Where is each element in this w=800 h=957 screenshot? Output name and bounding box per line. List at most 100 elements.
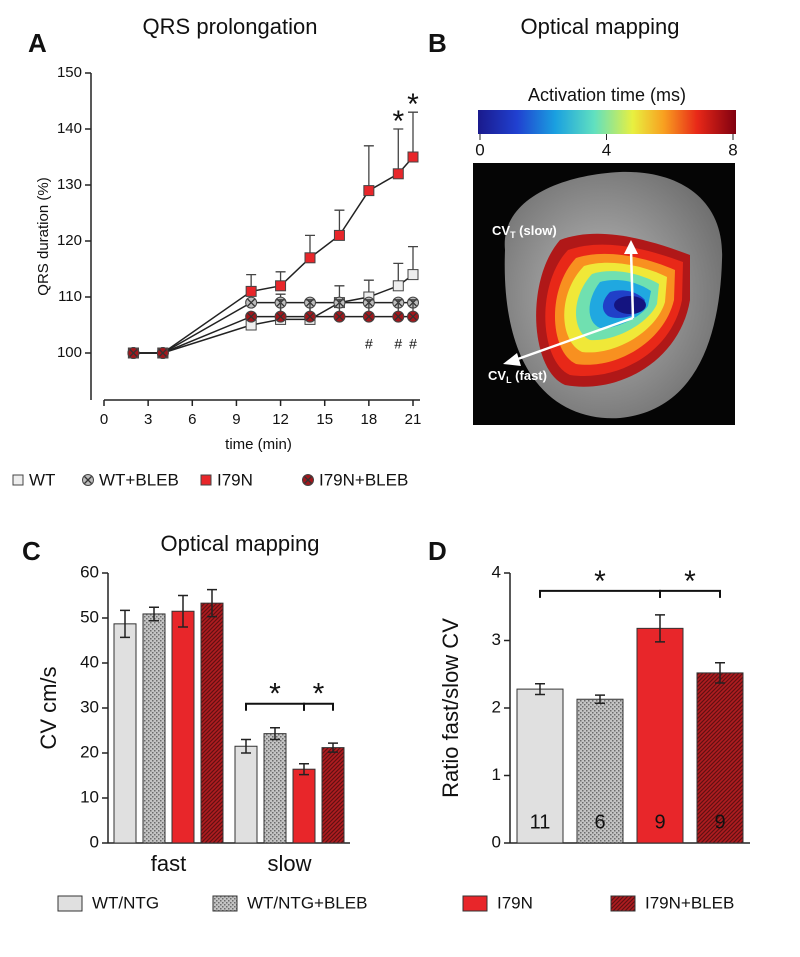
marker-cross — [129, 349, 138, 357]
error-bar — [270, 727, 280, 741]
y-tick-label: 10 — [80, 787, 99, 806]
legend-swatch — [610, 895, 636, 912]
colorbar-tick-label: 8 — [728, 140, 737, 159]
arrow-label-text: CV — [488, 368, 506, 383]
bar — [321, 747, 345, 844]
y-tick-label: 50 — [80, 607, 99, 626]
annotation: # — [409, 335, 417, 351]
marker-cross — [364, 312, 373, 321]
legend-label: I79N — [217, 470, 253, 489]
arrow-label: CVL (fast) — [488, 368, 547, 385]
arrow-label-suffix: (slow) — [516, 223, 557, 238]
x-tick-label: 3 — [144, 411, 152, 428]
series — [127, 299, 419, 359]
n-label: 11 — [530, 811, 551, 833]
error-bar — [120, 609, 130, 639]
colorbar-tick-label: 0 — [475, 140, 484, 159]
marker-cross — [84, 476, 92, 484]
x-tick-label: slow — [267, 851, 311, 876]
y-tick-label: 120 — [57, 232, 82, 249]
significance-label: * — [269, 678, 281, 711]
marker-cross — [335, 312, 344, 321]
y-tick-label: 0 — [90, 832, 99, 851]
annotation: * — [392, 105, 404, 138]
colorbar-label: Activation time (ms) — [528, 85, 686, 105]
bar — [142, 613, 166, 844]
error-bar — [393, 128, 404, 174]
bar — [292, 768, 316, 844]
y-axis-label: Ratio fast/slow CV — [438, 618, 463, 798]
y-tick-label: 100 — [57, 344, 82, 361]
significance-bracket — [659, 589, 721, 598]
significance-label: * — [684, 565, 696, 598]
marker-cross — [247, 312, 256, 321]
error-bar — [595, 694, 605, 705]
bar — [113, 623, 137, 844]
y-tick-label: 4 — [492, 562, 501, 581]
y-tick-label: 20 — [80, 742, 99, 761]
legend-label: I79N — [497, 893, 533, 912]
y-tick-label: 0 — [492, 832, 501, 851]
arrow-label-suffix: (fast) — [512, 368, 547, 383]
legend-label: I79N+BLEB — [319, 470, 408, 489]
marker — [363, 185, 375, 197]
y-tick-label: 130 — [57, 176, 82, 193]
marker-cross — [247, 298, 256, 307]
y-tick-label: 1 — [492, 765, 501, 784]
n-label: 9 — [654, 811, 665, 833]
error-bar — [655, 614, 665, 643]
arrow-label: CVT (slow) — [492, 223, 557, 240]
annotation: * — [407, 88, 419, 121]
bar — [171, 610, 195, 844]
x-tick-label: 21 — [405, 411, 422, 428]
error-bar — [241, 738, 251, 754]
marker-cross — [276, 312, 285, 321]
error-bar — [178, 594, 188, 628]
optical-map-image — [473, 163, 735, 425]
legend-label: WT+BLEB — [99, 470, 179, 489]
marker — [200, 474, 212, 486]
bar — [516, 688, 564, 844]
bar — [636, 627, 684, 844]
error-bar — [363, 145, 374, 191]
marker — [407, 151, 419, 163]
error-bar — [149, 606, 159, 622]
y-tick-label: 60 — [80, 562, 99, 581]
x-tick-label: 9 — [232, 411, 240, 428]
chart-title: QRS prolongation — [143, 14, 318, 39]
bar — [576, 698, 624, 844]
legend-swatch — [57, 895, 83, 912]
n-label: 6 — [594, 811, 605, 833]
x-tick-label: fast — [151, 851, 186, 876]
y-axis-label: CV cm/s — [36, 666, 61, 749]
panel-letter: B — [428, 28, 447, 58]
annotation: # — [394, 335, 402, 351]
marker-cross — [394, 312, 403, 321]
y-tick-label: 140 — [57, 120, 82, 137]
y-tick-label: 40 — [80, 652, 99, 671]
marker — [304, 252, 316, 264]
y-tick-label: 30 — [80, 697, 99, 716]
error-bar — [328, 742, 338, 753]
y-axis-label: QRS duration (%) — [35, 177, 52, 295]
error-bar — [299, 763, 309, 776]
colorbar-tick-label: 4 — [602, 140, 611, 159]
marker-cross — [158, 349, 167, 357]
arrow-label-sub: T — [510, 230, 516, 240]
x-tick-label: 15 — [316, 411, 333, 428]
panel-letter: A — [28, 28, 47, 58]
legend-swatch — [462, 895, 488, 912]
y-tick-label: 110 — [58, 288, 82, 305]
legend-label: WT/NTG+BLEB — [247, 893, 367, 912]
arrow-label-sub: L — [506, 375, 512, 385]
x-tick-label: 12 — [272, 411, 289, 428]
colorbar — [478, 110, 736, 134]
significance-bracket — [303, 702, 334, 711]
x-tick-label: 18 — [361, 411, 378, 428]
marker — [245, 285, 257, 297]
significance-label: * — [594, 565, 606, 598]
chart-title: Optical mapping — [161, 531, 320, 556]
n-label: 9 — [714, 811, 725, 833]
x-tick-label: 0 — [100, 411, 108, 428]
y-tick-label: 2 — [492, 697, 501, 716]
